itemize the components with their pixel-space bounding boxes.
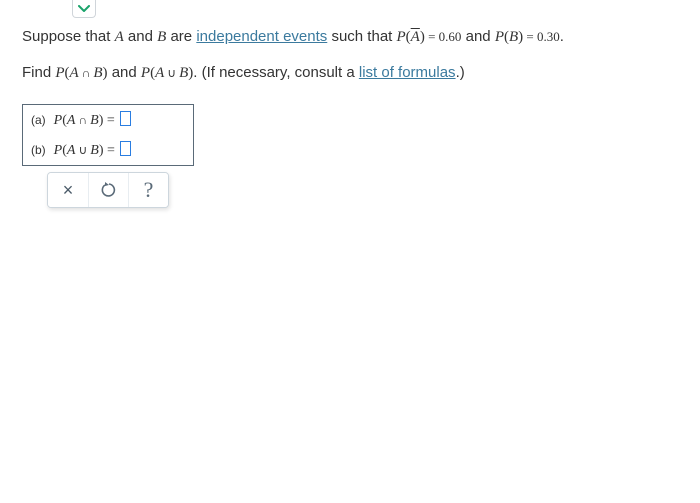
var-b: B [179, 65, 188, 81]
a-bar: A [411, 29, 420, 45]
prob-p: P [141, 65, 150, 81]
text: such that [331, 28, 396, 45]
op-intersect: ∩ [75, 113, 90, 127]
paren: ) [103, 65, 108, 81]
undo-icon [101, 182, 117, 198]
text: are [170, 28, 196, 45]
close-icon: × [63, 180, 74, 201]
prob-p: P [397, 29, 406, 45]
value: = 0.30 [523, 29, 560, 44]
text: and [466, 28, 495, 45]
var-b: B [157, 29, 166, 45]
text: and [112, 64, 141, 81]
var-b: B [90, 113, 99, 128]
text: Suppose that [22, 28, 115, 45]
answer-expr: P(A ∪ B) = [54, 141, 132, 159]
answer-panel: (a) P(A ∩ B) = (b) P(A ∪ B) = [22, 104, 194, 166]
help-icon: ? [144, 177, 154, 203]
prob-p: P [54, 143, 63, 158]
var-a: A [115, 29, 124, 45]
var-a: A [70, 65, 79, 81]
equals: = [103, 113, 118, 128]
op-intersect: ∩ [79, 66, 94, 80]
var-b: B [509, 29, 518, 45]
question-content: Suppose that A and B are independent eve… [22, 24, 678, 208]
text: and [128, 28, 157, 45]
formulas-link[interactable]: list of formulas [359, 64, 456, 81]
help-button[interactable]: ? [128, 173, 168, 207]
var-a: A [155, 65, 164, 81]
answer-input-a[interactable] [120, 111, 131, 126]
var-b: B [93, 65, 102, 81]
toolbar-wrap: × ? [22, 172, 194, 208]
answer-row-b: (b) P(A ∪ B) = [23, 135, 193, 165]
answer-expr: P(A ∩ B) = [54, 111, 132, 129]
independent-events-link[interactable]: independent events [196, 28, 327, 45]
answer-row-a: (a) P(A ∩ B) = [23, 105, 193, 135]
clear-button[interactable]: × [48, 173, 88, 207]
prob-p: P [54, 113, 63, 128]
prob-p: P [495, 29, 504, 45]
question-line-1: Suppose that A and B are independent eve… [22, 24, 678, 50]
text: . [560, 28, 564, 45]
row-label: (b) [31, 143, 46, 157]
prob-p: P [55, 65, 64, 81]
text: Find [22, 64, 55, 81]
row-label: (a) [31, 113, 46, 127]
op-union: ∪ [164, 66, 179, 80]
var-b: B [90, 143, 99, 158]
text: . (If necessary, consult a [193, 64, 359, 81]
answer-toolbar: × ? [47, 172, 169, 208]
op-union: ∪ [75, 143, 90, 157]
undo-button[interactable] [88, 173, 128, 207]
expand-toggle[interactable] [72, 0, 96, 18]
value: = 0.60 [425, 29, 462, 44]
answer-input-b[interactable] [120, 141, 131, 156]
chevron-down-icon [78, 5, 90, 13]
question-line-2: Find P(A ∩ B) and P(A ∪ B). (If necessar… [22, 60, 678, 86]
text: .) [456, 64, 465, 81]
equals: = [104, 143, 119, 158]
